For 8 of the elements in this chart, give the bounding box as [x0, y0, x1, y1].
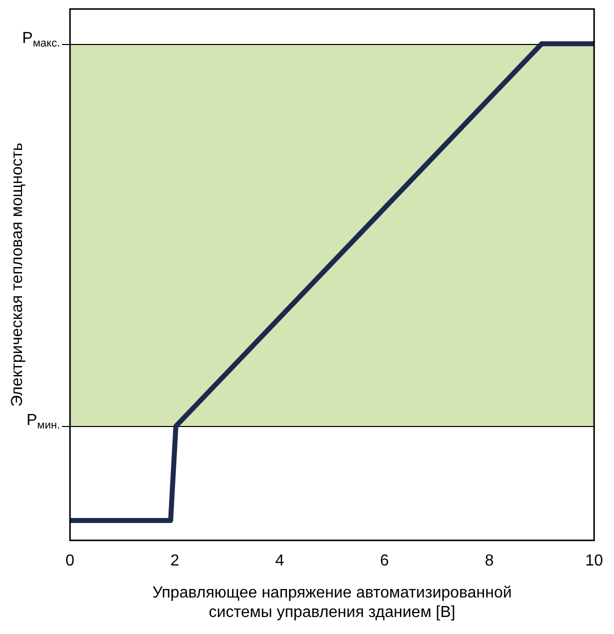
x-tick-label: 6 — [380, 552, 390, 570]
x-tick-label: 10 — [585, 552, 604, 570]
x-tick-label: 8 — [484, 552, 494, 570]
x-tick-label: 2 — [170, 552, 180, 570]
y-axis-title: Электрическая тепловая мощность — [9, 142, 26, 407]
x-tick-label: 0 — [66, 552, 75, 570]
x-tick-label: 4 — [275, 552, 284, 570]
x-axis-title: Управляющее напряжение автоматизированной системы управления зданием [B] — [152, 584, 512, 621]
